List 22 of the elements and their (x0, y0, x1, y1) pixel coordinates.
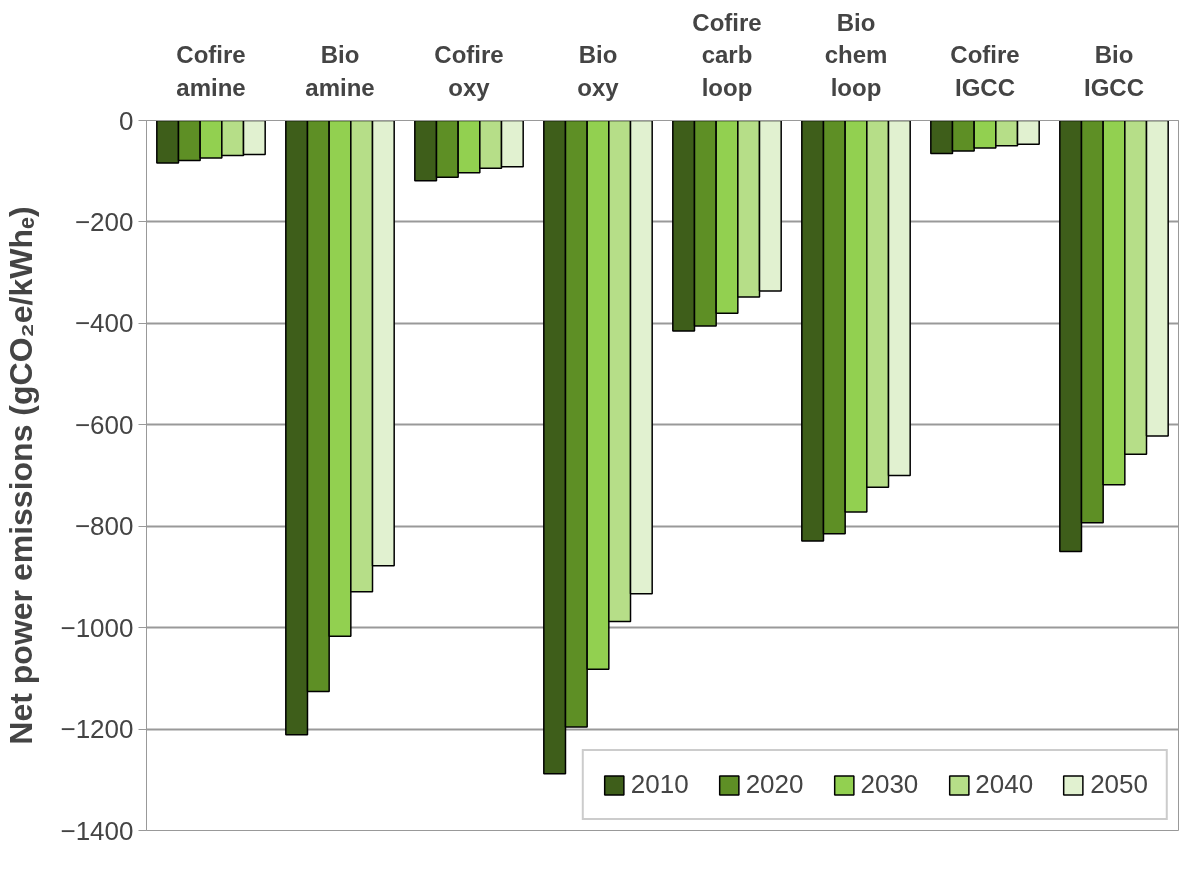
x-tick-label: Bio IGCC (1084, 41, 1144, 101)
x-tick-label: Cofire amine (176, 41, 246, 101)
legend-label: 2020 (745, 769, 804, 800)
y-tick-label: −1200 (60, 714, 134, 745)
y-tick-label: −800 (74, 511, 134, 542)
legend-label: 2010 (630, 769, 689, 800)
x-tick-label: Cofire oxy (434, 41, 504, 101)
x-tick-label: Cofire carb loop (692, 8, 762, 101)
x-tick-label: Bio chem loop (824, 8, 888, 101)
legend-label: 2030 (860, 769, 919, 800)
y-axis-title: Net power emissions (gCO₂e/kWhₑ) (3, 206, 40, 745)
y-tick-label: −200 (74, 206, 134, 237)
x-tick-label: Bio amine (305, 41, 375, 101)
y-tick-label: 0 (119, 105, 134, 136)
x-tick-label: Bio oxy (577, 41, 620, 101)
x-tick-label: Cofire IGCC (950, 41, 1020, 101)
legend-label: 2040 (975, 769, 1034, 800)
y-tick-label: −400 (74, 308, 134, 339)
legend-label: 2050 (1090, 769, 1148, 800)
y-tick-label: −600 (74, 409, 134, 440)
y-tick-label: −1000 (60, 612, 134, 643)
y-tick-label: −1400 (60, 815, 134, 846)
